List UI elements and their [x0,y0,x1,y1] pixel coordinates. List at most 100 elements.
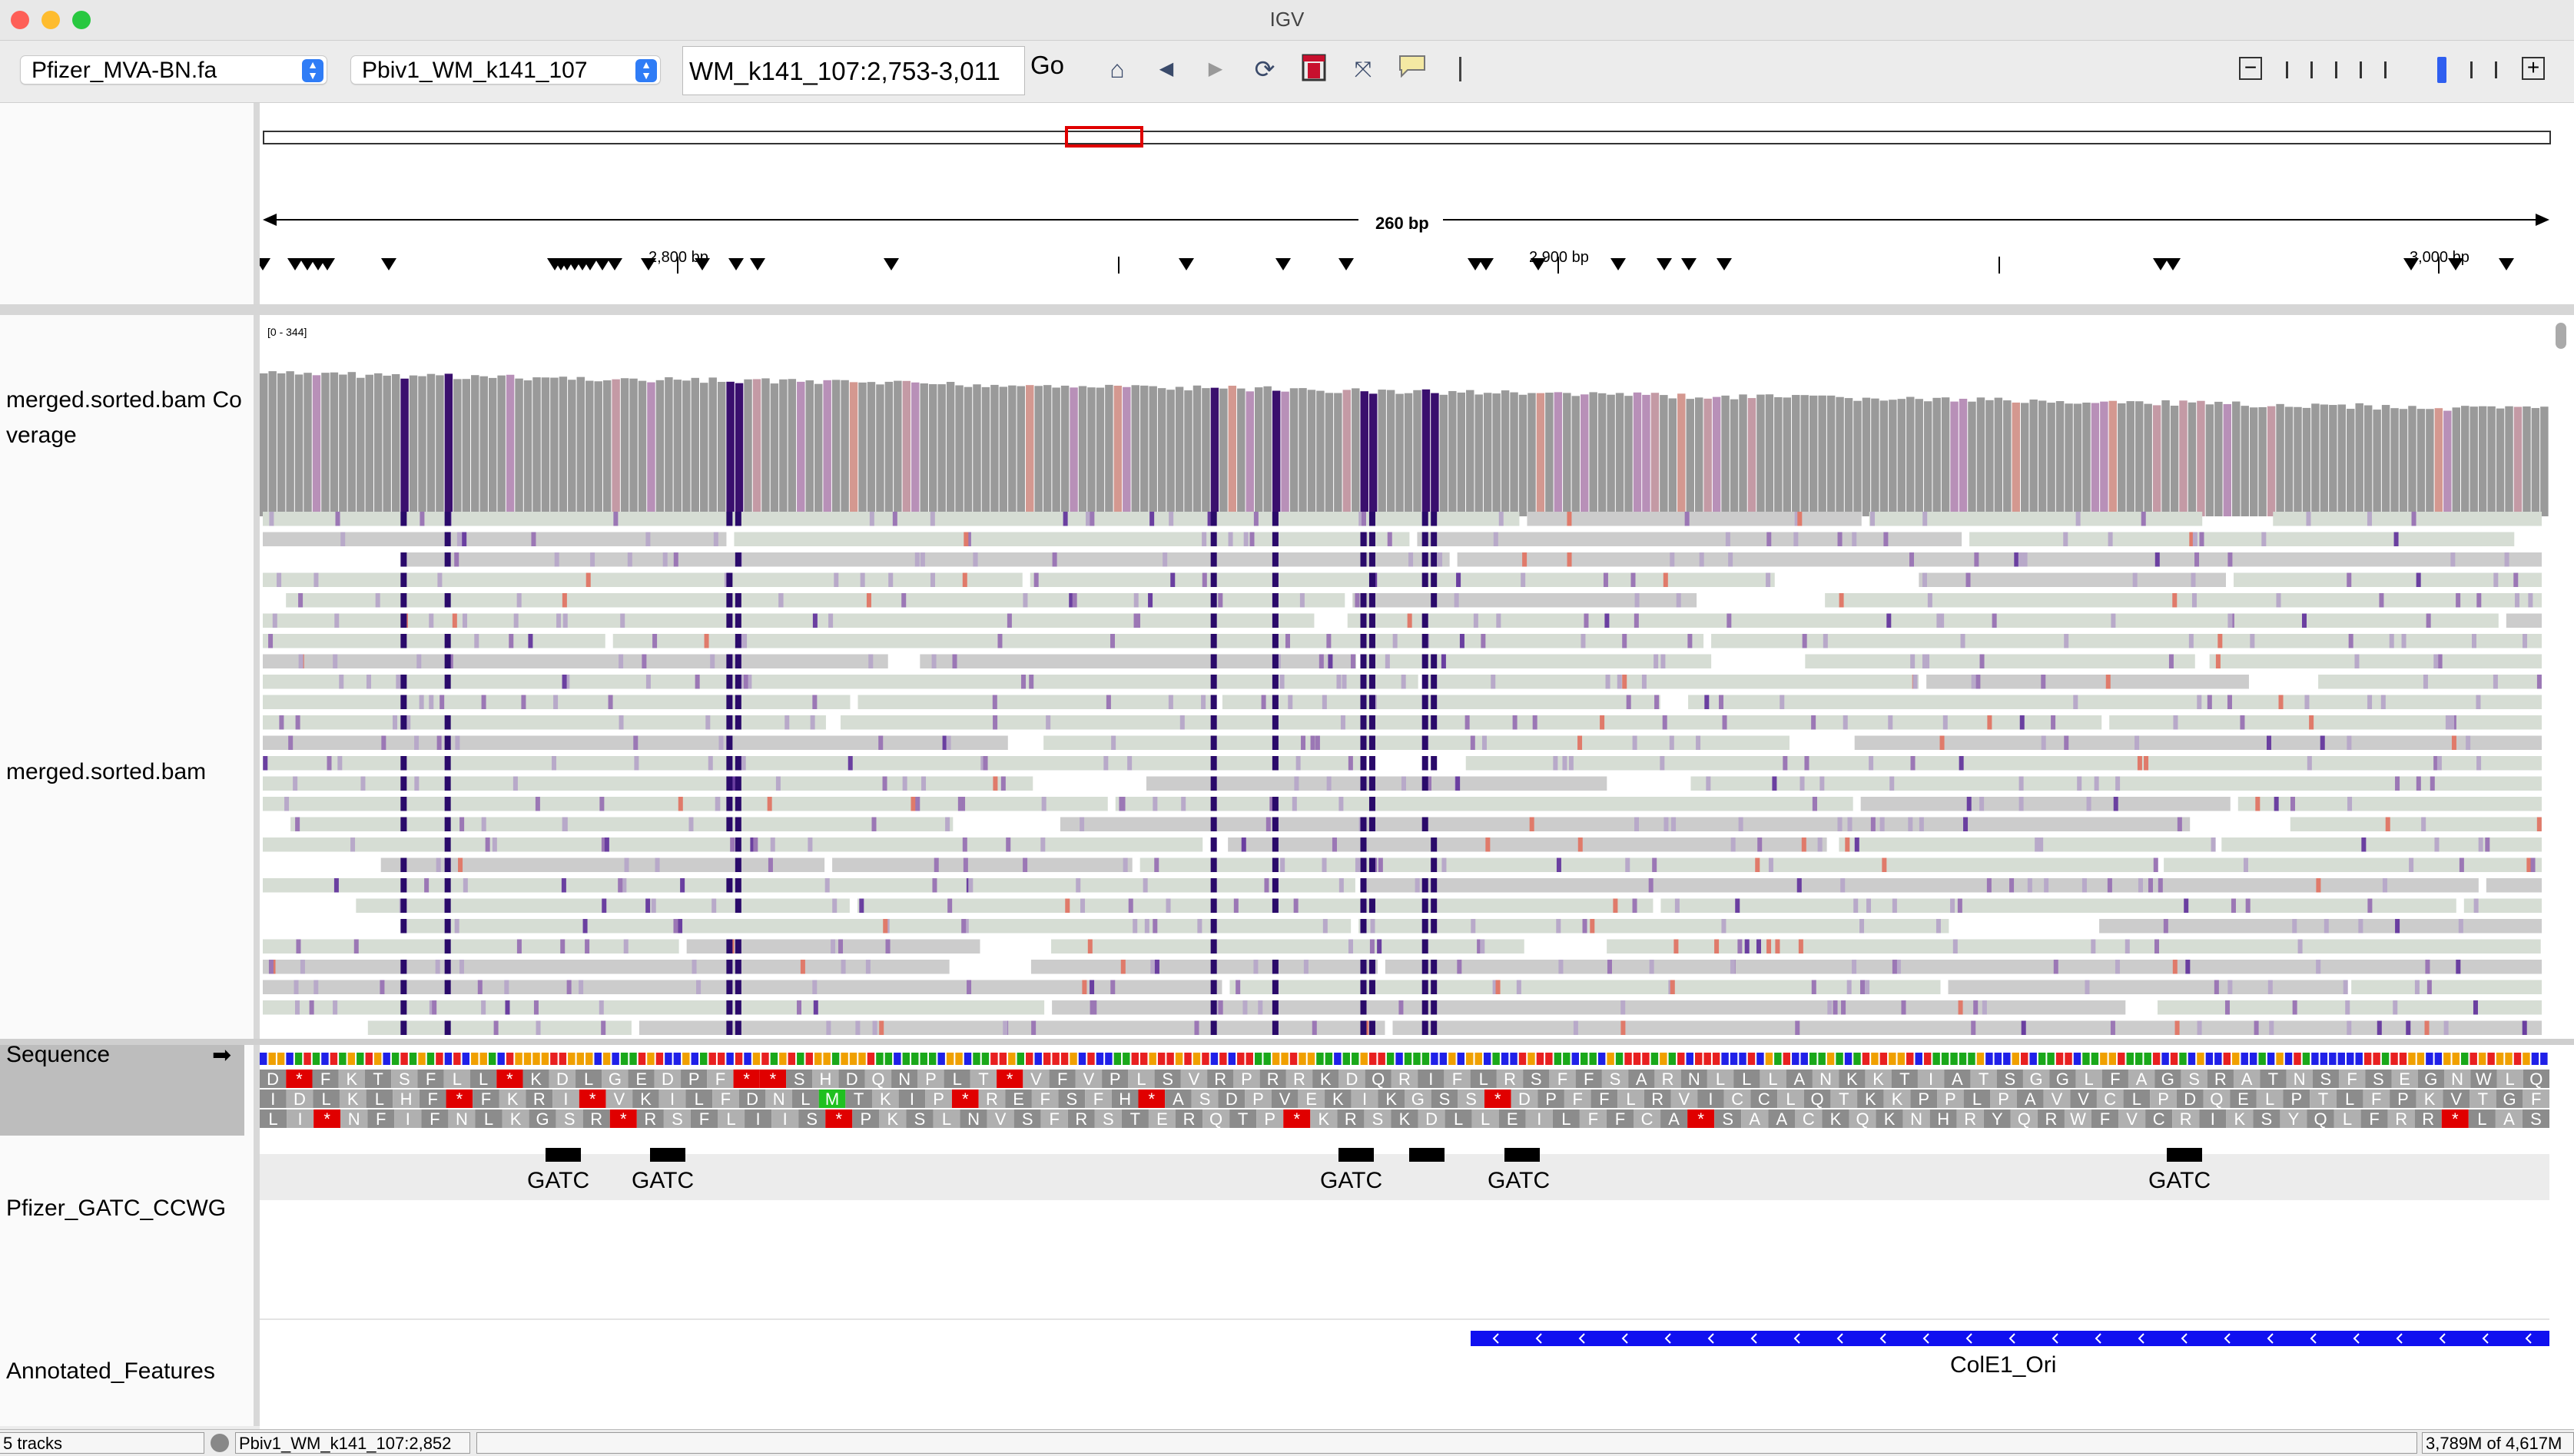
zoom-slider-thumb[interactable] [2437,57,2446,83]
sequence-track-header[interactable]: Sequence ➡ [0,1042,244,1136]
coverage-bar[interactable] [400,378,409,516]
coverage-bar[interactable] [541,377,550,516]
coverage-bar[interactable] [347,372,357,516]
read[interactable] [263,797,1108,811]
read[interactable] [2463,898,2542,914]
coverage-bar[interactable] [1959,399,1968,516]
coverage-bar[interactable] [1413,390,1421,516]
read[interactable] [263,572,1023,588]
coverage-bar[interactable] [2152,405,2161,516]
ruler-panel[interactable]: 260 bp 2,800 bp 2,900 bp 3,000 bp [260,103,2574,304]
coverage-bar[interactable] [2355,403,2363,516]
read[interactable] [1527,512,1862,526]
coverage-bar[interactable] [973,384,981,516]
coverage-bar[interactable] [268,371,277,516]
coverage-bar[interactable] [1281,391,1289,516]
coverage-bar[interactable] [770,383,779,516]
close-icon[interactable] [11,11,29,29]
coverage-bar[interactable] [911,382,920,516]
strand-arrow-icon[interactable]: ➡ [212,1043,232,1068]
coverage-bar[interactable] [1254,387,1263,516]
coverage-bar[interactable] [568,380,576,516]
coverage-bar[interactable] [365,374,373,516]
home-icon[interactable]: ⌂ [1110,55,1125,83]
coverage-bar[interactable] [823,380,831,516]
read[interactable] [734,532,1410,547]
read[interactable] [1919,572,2226,588]
read[interactable] [1229,980,1941,995]
coverage-bar[interactable] [629,378,638,516]
read[interactable] [1711,634,2542,648]
read[interactable] [1688,695,2542,710]
coverage-bar[interactable] [2302,407,2311,516]
alignment-track[interactable] [260,510,2549,1039]
coverage-bar[interactable] [1923,401,1932,516]
coverage-bar[interactable] [2038,400,2047,516]
coverage-bar[interactable] [2381,405,2390,516]
coverage-bar[interactable] [2223,403,2232,516]
read[interactable] [1363,654,1712,669]
coverage-bar[interactable] [1536,393,1545,516]
coverage-bar[interactable] [2144,403,2152,516]
coverage-bar[interactable] [1043,385,1052,516]
gatc-feature[interactable] [1409,1148,1445,1162]
coverage-bar[interactable] [418,376,426,516]
chromosome-ideogram[interactable] [263,131,2551,144]
coverage-bar[interactable] [426,373,436,516]
coverage-bar[interactable] [884,381,894,516]
coverage-bar[interactable] [1439,394,1448,516]
read[interactable] [1926,675,2249,689]
coverage-bar[interactable] [1800,395,1809,516]
zoom-tick[interactable] [2384,61,2387,78]
coverage-bar[interactable] [1581,394,1589,516]
vertical-scrollbar[interactable] [2556,323,2566,349]
zoom-tick[interactable] [2470,61,2473,78]
read[interactable] [1660,898,2456,914]
coverage-bar[interactable] [1272,390,1281,516]
coverage-bar[interactable] [2329,405,2337,516]
coverage-bar[interactable] [1378,390,1386,516]
coverage-bar[interactable] [2073,403,2082,516]
zoom-tick[interactable] [2335,61,2337,78]
coverage-bar[interactable] [2416,409,2426,516]
coverage-track[interactable] [260,346,2549,516]
coverage-bar[interactable] [682,380,691,516]
read[interactable] [263,634,605,648]
coverage-bar[interactable] [2311,403,2320,516]
cole1-feature[interactable] [1471,1329,2549,1348]
read[interactable] [2109,715,2542,730]
read[interactable] [263,776,1033,791]
coverage-bar[interactable] [2241,406,2249,516]
read[interactable] [406,552,1450,567]
gatc-feature[interactable] [650,1148,685,1162]
coverage-bar[interactable] [2513,406,2523,516]
coverage-bar[interactable] [1730,399,1739,516]
coverage-bar[interactable] [700,383,708,516]
coverage-bar[interactable] [1184,390,1192,516]
read[interactable] [1358,919,1949,934]
coverage-bar[interactable] [1660,395,1668,516]
coverage-bar[interactable] [2478,406,2487,516]
read[interactable] [1465,756,2542,771]
read[interactable] [263,613,1315,629]
coverage-bar[interactable] [391,373,400,516]
coverage-bar[interactable] [1316,390,1325,516]
coverage-bar[interactable] [841,380,849,516]
coverage-bar[interactable] [647,382,655,516]
coverage-bar[interactable] [612,379,620,516]
coverage-bar[interactable] [1457,392,1466,516]
coverage-bar[interactable] [1879,400,1889,516]
read[interactable] [263,512,1520,526]
coverage-bar[interactable] [2134,401,2144,516]
coverage-bar[interactable] [2249,407,2258,516]
coverage-bar[interactable] [1219,388,1228,516]
coverage-bar[interactable] [1501,390,1510,516]
coverage-bar[interactable] [1642,394,1650,516]
coverage-bar[interactable] [294,374,304,516]
zoom-tick[interactable] [2310,61,2313,78]
refresh-icon[interactable]: ⟳ [1254,55,1275,83]
coverage-bar[interactable] [1844,398,1853,516]
coverage-bar[interactable] [1862,397,1871,516]
gatc-feature[interactable] [1504,1148,1540,1162]
coverage-bar[interactable] [1052,387,1060,516]
